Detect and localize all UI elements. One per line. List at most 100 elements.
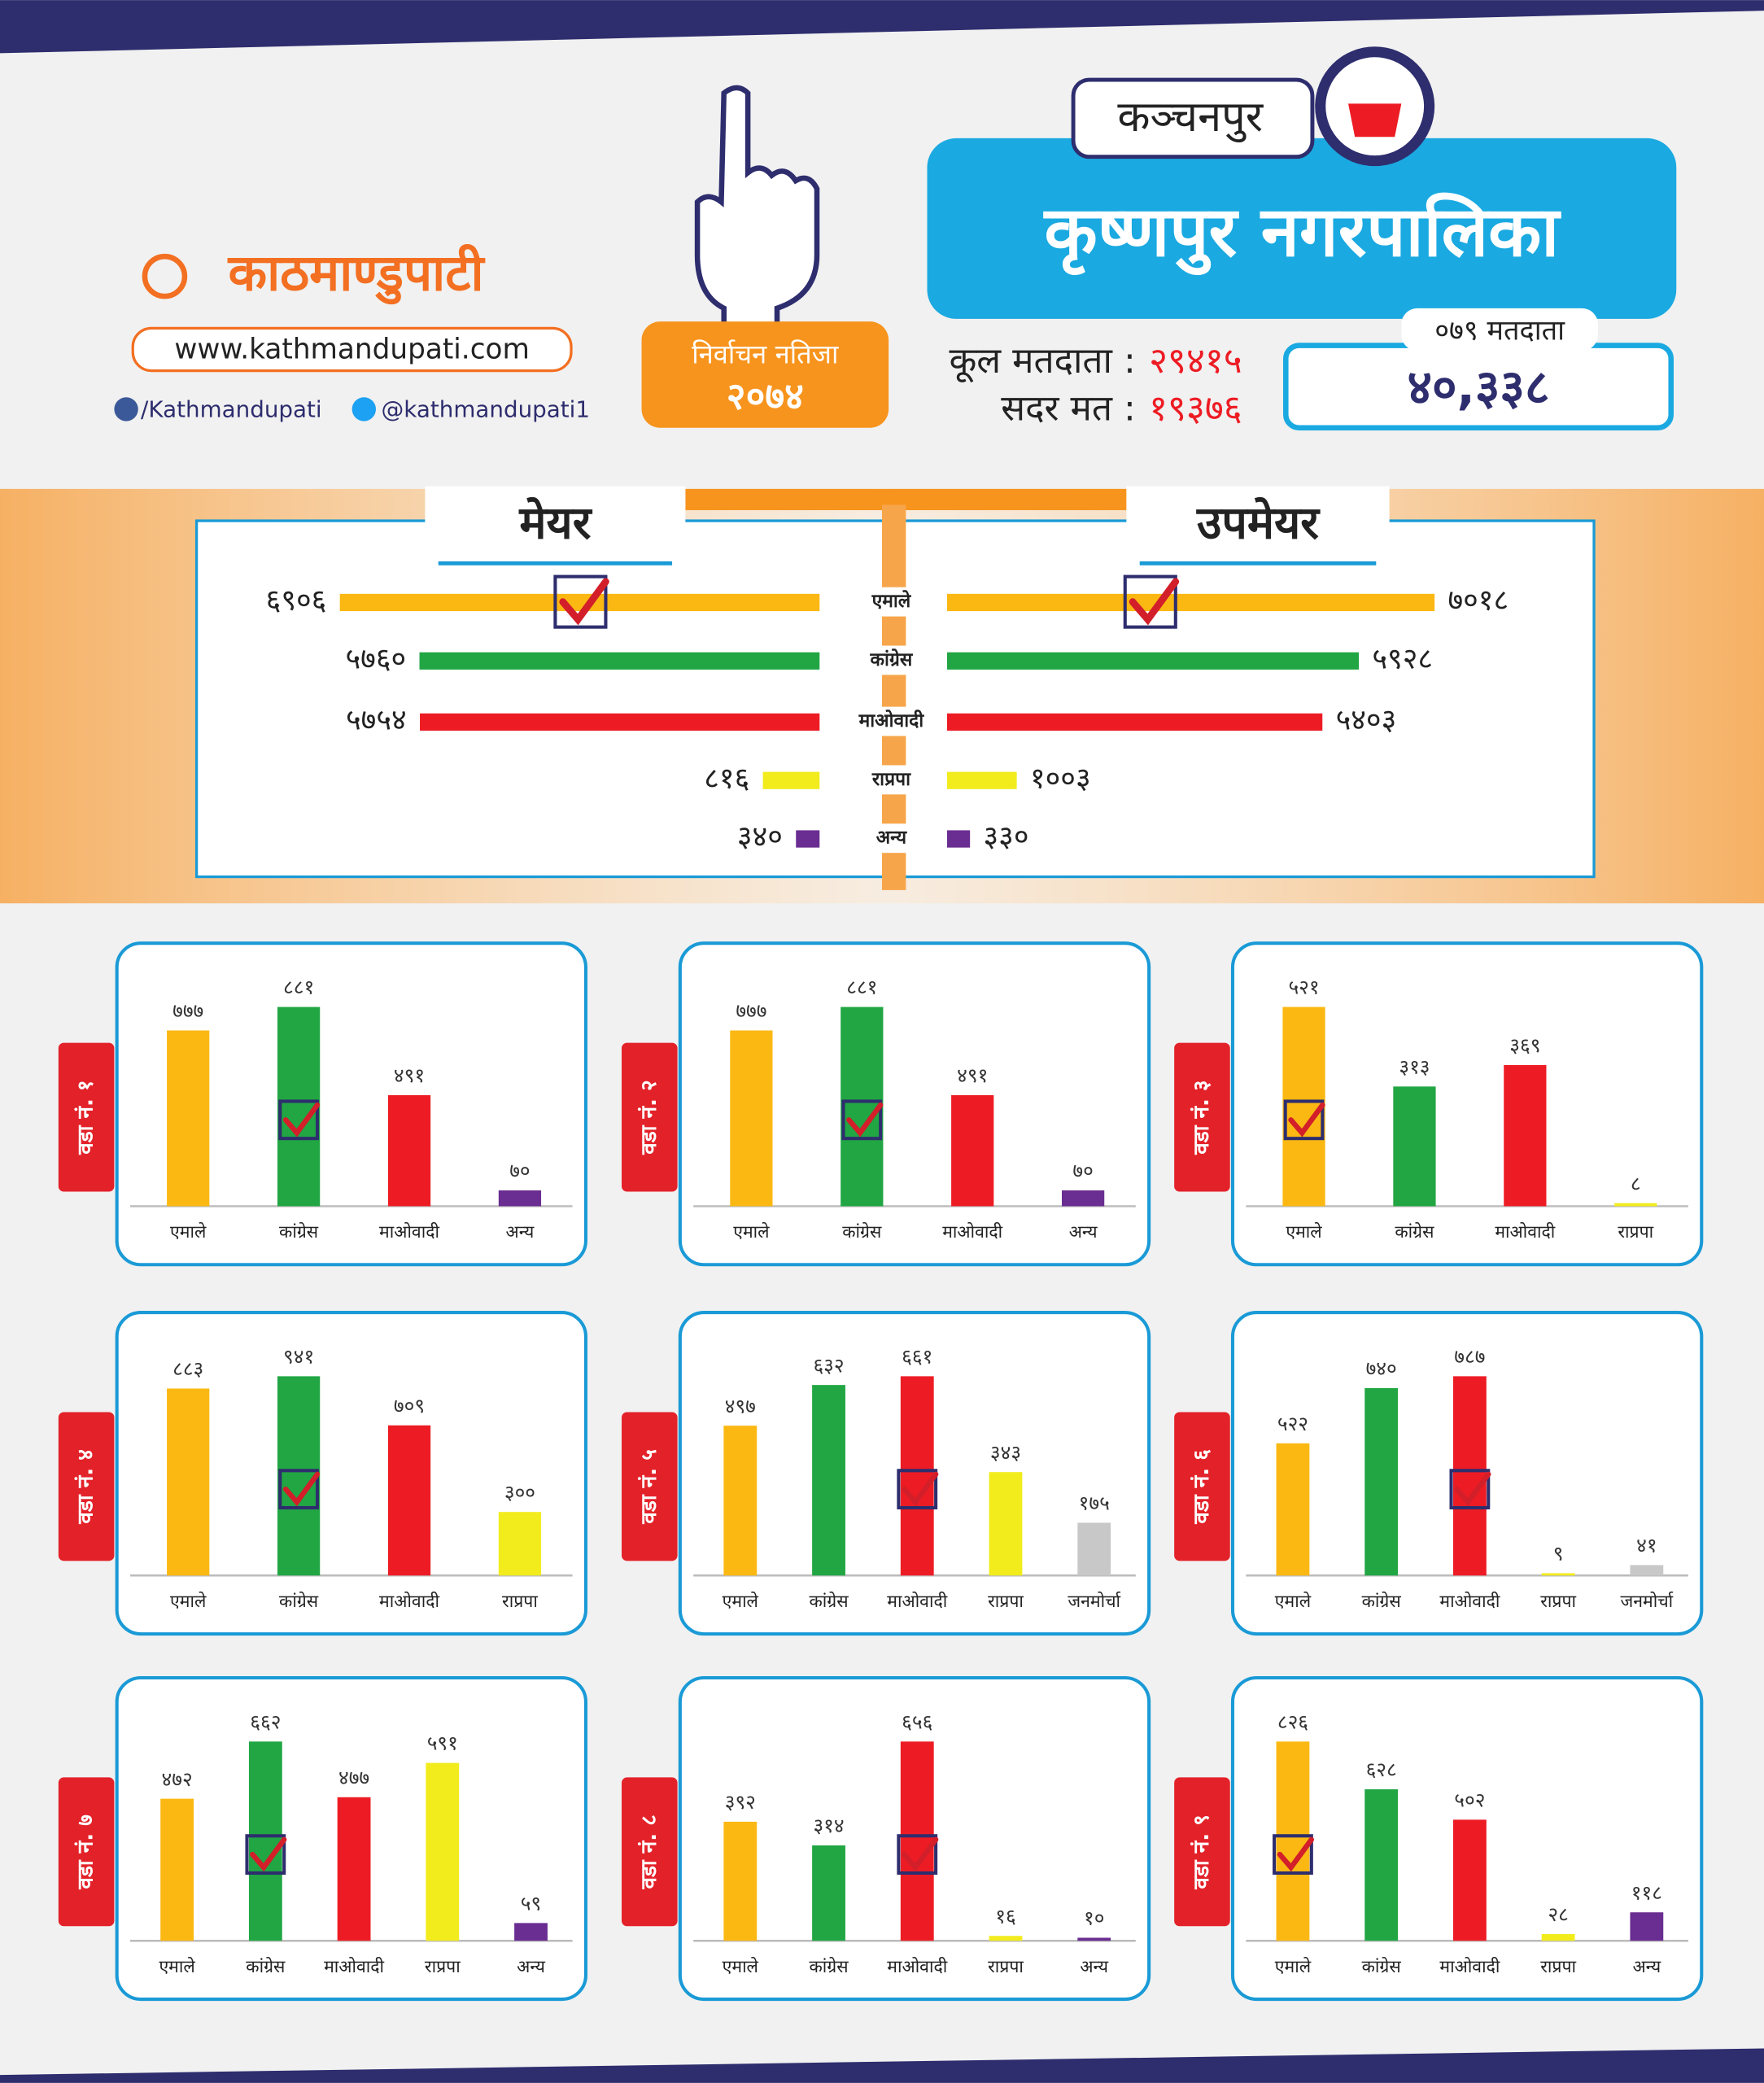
bar [946, 771, 1017, 789]
district: कञ्चनपुर [1117, 93, 1264, 142]
value-label: ५७६० [346, 642, 407, 675]
bar [167, 1388, 210, 1576]
value-label: ३३० [983, 820, 1028, 854]
category-box [841, 823, 942, 854]
bar [951, 1094, 994, 1207]
winner-box [245, 1834, 286, 1876]
voters-079: ४०,३३८ [1407, 359, 1549, 415]
ward-title: वडा नं. १ [74, 1080, 98, 1155]
bar [277, 1007, 321, 1207]
category-label: कांग्रेस [246, 1956, 286, 1977]
bar [989, 1936, 1023, 1941]
bar [419, 652, 820, 670]
ward-box [115, 941, 587, 1267]
category-label: राप्रपा [425, 1957, 461, 1977]
facebook-icon [114, 397, 138, 421]
bar [1077, 1522, 1111, 1576]
bar [1452, 1376, 1487, 1576]
value-label: ८१६ [704, 762, 749, 795]
category-label: माओवादी [887, 1591, 947, 1612]
bar [1276, 1443, 1310, 1576]
value-label: १००३ [1030, 762, 1091, 795]
bar [498, 1190, 542, 1207]
bar [1364, 1789, 1399, 1941]
category-label: माओवादी [379, 1591, 439, 1612]
category-label: राप्रपा [1618, 1222, 1653, 1242]
bar [796, 830, 820, 848]
category-label: एमाले [723, 1956, 759, 1977]
bar [420, 713, 820, 731]
badge-title: निर्वाचन नतिजा [692, 339, 839, 370]
mayor-title: मेयर [518, 497, 592, 550]
bar [1077, 1937, 1111, 1941]
value-label: ८ [1631, 1172, 1641, 1195]
category-label: अन्य [1632, 1957, 1661, 1977]
value-label: ४९१ [394, 1063, 425, 1087]
value-label: ३१४ [813, 1814, 844, 1837]
bar [730, 1030, 773, 1207]
category-label: माओवादी [1495, 1221, 1555, 1242]
winner-check [282, 1102, 321, 1138]
value-label: ३६९ [1509, 1033, 1540, 1057]
winner-check [559, 578, 609, 626]
category-label: माओवादी [1439, 1956, 1500, 1977]
category-label: जनमोर्चा [1068, 1591, 1121, 1612]
category-label: माओवादी [858, 710, 925, 731]
category-label: कांग्रेस [1362, 1591, 1402, 1612]
total-voters: २९४१५ [1149, 340, 1242, 382]
bar [946, 652, 1360, 670]
bar [1282, 1007, 1325, 1207]
bar [1393, 1086, 1436, 1207]
mayor-tab [425, 486, 686, 561]
facebook: /Kathmandupati [141, 396, 322, 423]
url-box [131, 326, 573, 373]
category-box [841, 765, 942, 795]
value-label: ६३२ [813, 1353, 844, 1377]
category-label: राप्रपा [1540, 1592, 1576, 1612]
value-label: २८ [1548, 1902, 1568, 1926]
deputy-title: उपमेयर [1196, 497, 1321, 550]
category-label: अन्य [517, 1957, 545, 1977]
bar [387, 1094, 431, 1207]
value-label: ३४० [737, 820, 783, 854]
category-label: राप्रपा [1540, 1957, 1576, 1977]
category-label: एमाले [170, 1591, 207, 1612]
value-label: ९ [1553, 1542, 1564, 1566]
winner-check [1454, 1471, 1491, 1507]
category-label: एमाले [723, 1591, 759, 1612]
value-label: ६६१ [902, 1345, 932, 1369]
ward-box [678, 941, 1151, 1267]
winner-check [250, 1836, 287, 1872]
winner-box [897, 1834, 938, 1876]
ward-title: वडा नं. ७ [74, 1814, 98, 1889]
bar [841, 1007, 884, 1207]
ward-tab [622, 1777, 678, 1927]
value-label: १० [1084, 1906, 1104, 1930]
ward-title: वडा नं. २ [637, 1080, 662, 1155]
value-label: ५२१ [1288, 976, 1319, 999]
deputy-tab [1126, 486, 1390, 561]
category-label: कांग्रेस [1395, 1221, 1434, 1242]
bar [1062, 1190, 1105, 1207]
bar [900, 1741, 934, 1941]
value-label: ४७७ [338, 1766, 369, 1789]
value-label: ३१३ [1399, 1055, 1430, 1078]
total-voters-label: कूल मतदाता : [949, 340, 1135, 383]
bar [1630, 1912, 1664, 1941]
value-label: ५०२ [1454, 1788, 1485, 1812]
category-label: माओवादी [324, 1956, 384, 1977]
value-label: ३४३ [990, 1440, 1021, 1464]
winner-check [1277, 1836, 1314, 1872]
winner-box [278, 1099, 320, 1141]
bar [1541, 1573, 1575, 1576]
winner-box [278, 1469, 320, 1510]
category-label: एमाले [871, 590, 912, 612]
bottom-stripe [0, 2048, 1764, 2083]
value-label: ४९१ [957, 1063, 988, 1087]
bar [498, 1512, 542, 1576]
winner-box [1273, 1834, 1313, 1876]
category-label: राप्रपा [988, 1592, 1024, 1612]
value-label: ६२८ [1366, 1758, 1397, 1781]
category-label: कांग्रेस [809, 1591, 849, 1612]
